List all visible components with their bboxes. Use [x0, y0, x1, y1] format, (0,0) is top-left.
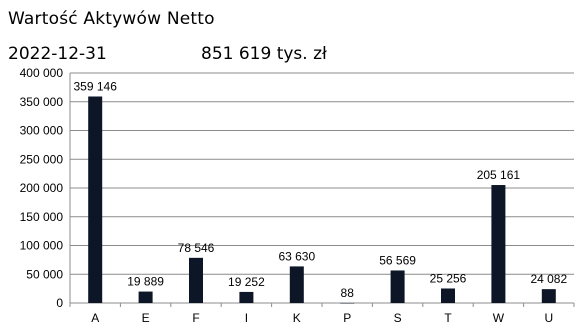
- category-label-P: P: [343, 311, 351, 323]
- y-tick-label: 350 000: [20, 95, 64, 109]
- data-label-P: 88: [341, 286, 355, 300]
- data-label-I: 19 252: [228, 275, 265, 289]
- category-label-I: I: [245, 311, 248, 323]
- data-label-T: 25 256: [430, 271, 467, 285]
- net-asset-value-total: 851 619 tys. zł: [201, 44, 327, 64]
- data-label-A: 359 146: [74, 79, 118, 93]
- bar-K: [289, 266, 304, 303]
- bars: [88, 96, 556, 304]
- data-label-K: 63 630: [278, 249, 315, 263]
- category-label-E: E: [142, 311, 150, 323]
- valuation-date: 2022-12-31: [8, 44, 107, 64]
- y-tick-label: 400 000: [20, 66, 64, 80]
- bar-I: [239, 291, 254, 303]
- y-tick-label: 200 000: [20, 181, 64, 195]
- y-tick-label: 50 000: [26, 267, 63, 281]
- data-label-W: 205 161: [477, 168, 521, 182]
- category-label-T: T: [444, 311, 452, 323]
- data-label-S: 56 569: [379, 253, 416, 267]
- chart-title: Wartość Aktywów Netto: [8, 9, 215, 29]
- bar-U: [541, 289, 556, 303]
- grid-lines: [69, 72, 575, 307]
- bar-A: [88, 96, 103, 303]
- y-tick-label: 150 000: [20, 210, 64, 224]
- y-tick-label: 100 000: [20, 239, 64, 253]
- data-label-U: 24 082: [530, 272, 567, 286]
- data-label-F: 78 546: [178, 241, 215, 255]
- y-tick-label: 300 000: [20, 124, 64, 138]
- y-tick-label: 250 000: [20, 152, 64, 166]
- y-axis-tick-labels: 0 50 000 100 000 150 000 200 000 250 000 300 0…: [20, 66, 64, 310]
- bar-P: [340, 302, 355, 304]
- bar-S: [390, 270, 405, 303]
- category-label-A: A: [91, 311, 99, 323]
- y-tick-label: 0: [56, 296, 63, 310]
- bar-E: [138, 291, 153, 303]
- category-label-S: S: [394, 311, 402, 323]
- category-label-K: K: [293, 311, 301, 323]
- bar-F: [189, 257, 203, 303]
- bar-W: [491, 185, 506, 303]
- bar-T: [441, 288, 455, 303]
- data-label-E: 19 889: [127, 275, 164, 289]
- category-label-W: W: [493, 311, 505, 323]
- category-label-F: F: [192, 311, 199, 323]
- data-labels: 359 146 19 889 78 546 19 252 63 630 88 56 569 2…: [74, 79, 568, 299]
- category-label-U: U: [544, 311, 553, 323]
